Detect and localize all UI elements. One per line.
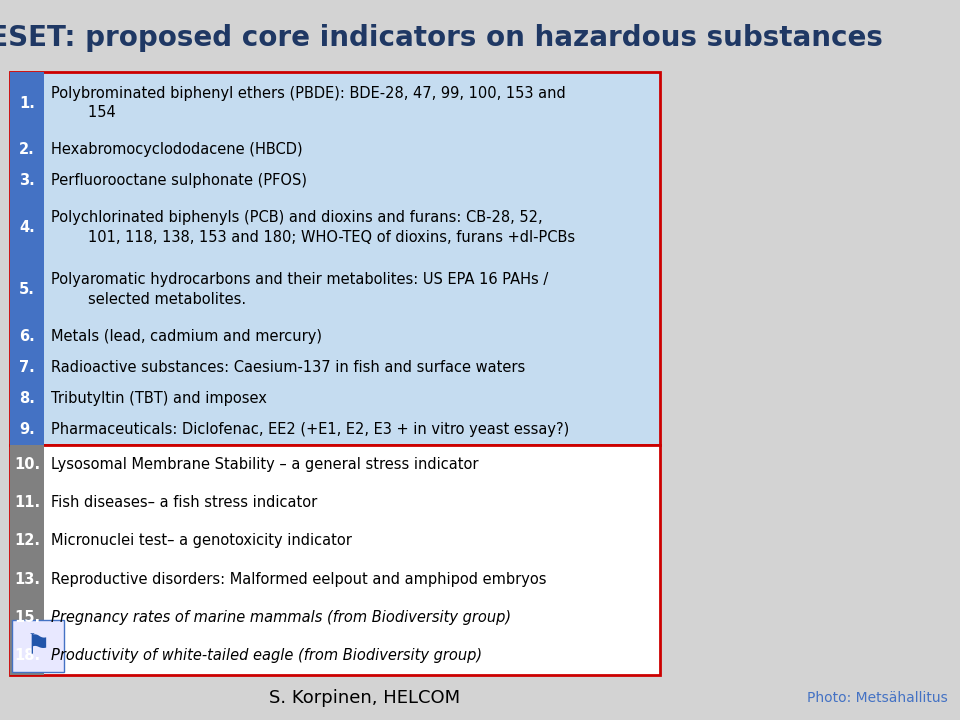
Text: 3.: 3. [19,174,35,189]
Text: Perfluorooctane sulphonate (PFOS): Perfluorooctane sulphonate (PFOS) [51,174,307,189]
Text: 5.: 5. [19,282,35,297]
FancyBboxPatch shape [10,445,44,483]
Text: Micronuclei test– a genotoxicity indicator: Micronuclei test– a genotoxicity indicat… [51,534,352,549]
Text: Tributyltin (TBT) and imposex: Tributyltin (TBT) and imposex [51,391,267,406]
FancyBboxPatch shape [10,72,660,445]
Text: Radioactive substances: Caesium-137 in fish and surface waters: Radioactive substances: Caesium-137 in f… [51,360,525,375]
FancyBboxPatch shape [12,620,64,672]
FancyBboxPatch shape [10,598,44,636]
Text: 10.: 10. [14,456,40,472]
Text: 8.: 8. [19,391,35,406]
FancyBboxPatch shape [10,383,44,414]
Text: Reproductive disorders: Malformed eelpout and amphipod embryos: Reproductive disorders: Malformed eelpou… [51,572,546,587]
Text: 18.: 18. [14,648,40,663]
FancyBboxPatch shape [10,197,44,258]
Text: 9.: 9. [19,422,35,437]
Text: 13.: 13. [14,572,40,587]
Text: 11.: 11. [14,495,40,510]
Text: Polyaromatic hydrocarbons and their metabolites: US EPA 16 PAHs /
        select: Polyaromatic hydrocarbons and their meta… [51,272,548,307]
FancyBboxPatch shape [10,352,44,383]
Text: 15.: 15. [14,610,40,625]
Text: CORESET: proposed core indicators on hazardous substances: CORESET: proposed core indicators on haz… [0,24,882,52]
Text: ⚑: ⚑ [26,632,51,660]
Text: 12.: 12. [14,534,40,549]
FancyBboxPatch shape [10,134,44,166]
Text: Polychlorinated biphenyls (PCB) and dioxins and furans: CB-28, 52,
        101, : Polychlorinated biphenyls (PCB) and diox… [51,210,575,245]
FancyBboxPatch shape [10,414,44,445]
Text: Hexabromocyclododacene (HBCD): Hexabromocyclododacene (HBCD) [51,143,302,157]
Text: Photo: Metsähallitus: Photo: Metsähallitus [807,691,948,705]
Text: S. Korpinen, HELCOM: S. Korpinen, HELCOM [269,689,461,707]
Text: Pregnancy rates of marine mammals (from Biodiversity group): Pregnancy rates of marine mammals (from … [51,610,511,625]
FancyBboxPatch shape [10,636,44,675]
Text: Lysosomal Membrane Stability – a general stress indicator: Lysosomal Membrane Stability – a general… [51,456,478,472]
FancyBboxPatch shape [10,72,44,134]
Text: Fish diseases– a fish stress indicator: Fish diseases– a fish stress indicator [51,495,317,510]
Text: 1.: 1. [19,96,35,111]
FancyBboxPatch shape [10,483,44,522]
Text: Polybrominated biphenyl ethers (PBDE): BDE-28, 47, 99, 100, 153 and
        154: Polybrominated biphenyl ethers (PBDE): B… [51,86,565,120]
Text: Metals (lead, cadmium and mercury): Metals (lead, cadmium and mercury) [51,329,322,343]
Text: 2.: 2. [19,143,35,157]
FancyBboxPatch shape [10,258,44,320]
FancyBboxPatch shape [10,320,44,352]
Text: Pharmaceuticals: Diclofenac, EE2 (+E1, E2, E3 + in vitro yeast essay?): Pharmaceuticals: Diclofenac, EE2 (+E1, E… [51,422,569,437]
FancyBboxPatch shape [10,522,44,560]
Text: 7.: 7. [19,360,35,375]
FancyBboxPatch shape [10,560,44,598]
Text: 4.: 4. [19,220,35,235]
Text: Productivity of white-tailed eagle (from Biodiversity group): Productivity of white-tailed eagle (from… [51,648,482,663]
FancyBboxPatch shape [10,445,660,675]
FancyBboxPatch shape [10,166,44,197]
Text: 6.: 6. [19,329,35,343]
